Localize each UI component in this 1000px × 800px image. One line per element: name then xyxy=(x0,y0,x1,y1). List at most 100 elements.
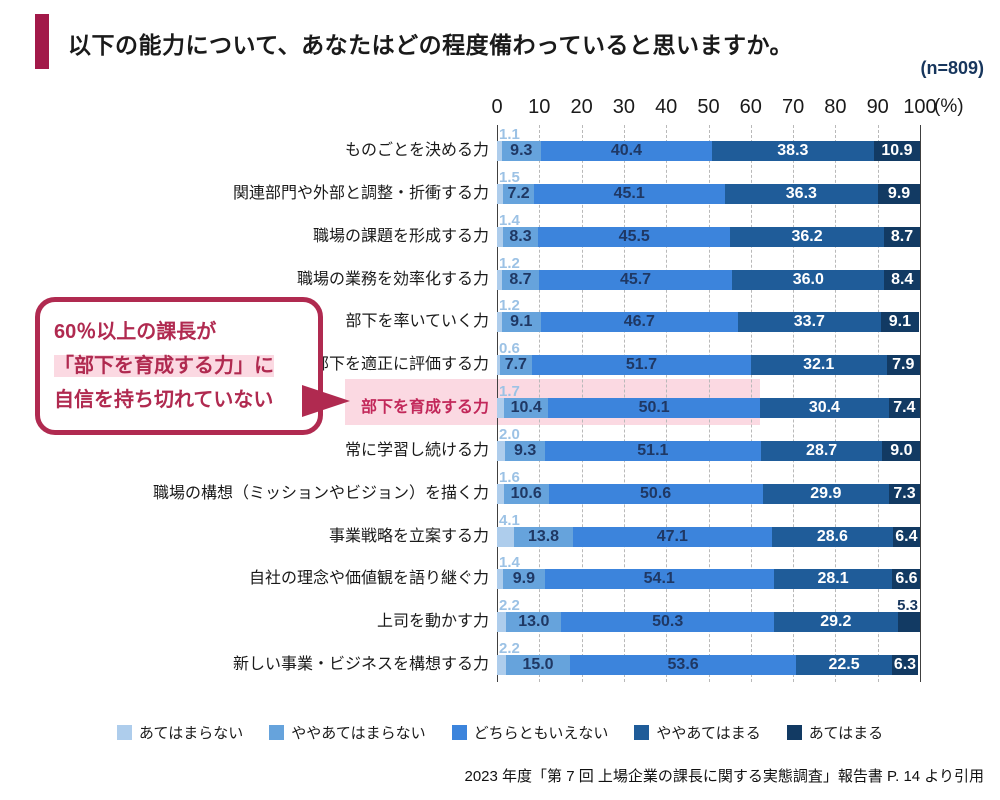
bar-segment xyxy=(497,355,500,376)
segment-value-label: 45.1 xyxy=(613,184,645,202)
segment-value-label: 8.4 xyxy=(891,270,914,288)
bar-segment: 46.7 xyxy=(540,312,739,333)
stacked-bar-row: 8.3 45.5 36.2 8.7 xyxy=(497,226,921,247)
chart-legend: あてはまらない ややあてはまらない どちらともいえない ややあてはまる あてはまる xyxy=(0,722,1000,743)
callout-box: 60％以上の課長が 「部下を育成する力」に 自信を持ち切れていない xyxy=(35,297,323,435)
bar-segment: 36.3 xyxy=(724,183,879,204)
segment-value-label: 9.0 xyxy=(890,441,913,459)
segment-value-label: 13.0 xyxy=(518,613,550,631)
callout-line-3: 自信を持ち切れていない xyxy=(54,389,274,411)
bar-segment: 7.9 xyxy=(886,355,920,376)
bar-segment: 51.7 xyxy=(532,355,751,376)
bar-segment: 51.1 xyxy=(544,440,761,461)
bar-segment: 9.3 xyxy=(505,440,545,461)
segment-value-label: 51.7 xyxy=(625,356,657,374)
bar-segment: 9.9 xyxy=(502,569,545,590)
segment-value-label: 7.9 xyxy=(892,356,915,374)
segment-value-label: 10.6 xyxy=(510,484,542,502)
category-label: 関連部門や外部と調整・折衝する力 xyxy=(232,184,489,202)
bar-segment: 50.1 xyxy=(548,398,761,419)
bar-segment xyxy=(497,526,515,547)
stacked-bar-row: 7.2 45.1 36.3 9.9 xyxy=(497,183,920,204)
segment-value-label: 13.8 xyxy=(527,527,560,545)
bar-segment: 8.7 xyxy=(502,269,539,290)
legend-item: どちらともいえない xyxy=(451,722,609,743)
outside-value-label: 0.6 xyxy=(499,340,520,358)
segment-value-label: 7.2 xyxy=(507,184,530,202)
bar-segment: 8.7 xyxy=(883,226,921,247)
axis-tick-label: 20 xyxy=(570,96,593,118)
bar-segment xyxy=(497,569,503,590)
category-label: 部下を適正に評価する力 xyxy=(312,356,489,374)
segment-value-label: 40.4 xyxy=(610,142,642,159)
stacked-bar-row: 15.0 53.6 22.5 6.3 xyxy=(497,655,920,676)
bar-segment: 45.5 xyxy=(538,226,731,247)
axis-tick-label: 90 xyxy=(866,96,889,118)
segment-value-label: 7.7 xyxy=(504,356,527,374)
stacked-bar-row: 9.3 40.4 38.3 10.9 xyxy=(497,141,920,161)
outside-value-label: 1.2 xyxy=(499,297,520,315)
stacked-bar-row: 10.6 50.6 29.9 7.3 xyxy=(497,483,920,504)
bar-segment: 32.1 xyxy=(750,355,887,376)
legend-label: どちらともいえない xyxy=(473,725,609,742)
segment-value-label: 6.3 xyxy=(893,656,917,674)
bar-segment: 47.1 xyxy=(572,526,772,547)
stacked-bar-row: 8.7 45.7 36.0 8.4 xyxy=(497,269,920,290)
outside-value-label: 4.1 xyxy=(499,511,520,529)
outside-value-label: 5.3 xyxy=(897,597,918,615)
bar-segment: 53.6 xyxy=(569,655,797,676)
bar-segment: 29.9 xyxy=(762,483,890,504)
legend-item: あてはまらない xyxy=(116,722,243,743)
bar-segment xyxy=(497,269,503,290)
legend-swatch-icon xyxy=(786,725,802,740)
legend-swatch-icon xyxy=(451,725,467,740)
legend-label: ややあてはまらない xyxy=(291,725,426,742)
legend-item: ややあてはまらない xyxy=(269,722,426,743)
bar-segment: 9.3 xyxy=(501,141,541,161)
segment-value-label: 29.2 xyxy=(820,613,852,631)
bar-segment: 45.1 xyxy=(533,183,725,204)
segment-value-label: 36.0 xyxy=(792,270,824,288)
category-label: 常に学習し続ける力 xyxy=(344,441,489,459)
stacked-bar-row: 10.4 50.1 30.4 7.4 xyxy=(497,398,920,419)
segment-value-label: 36.3 xyxy=(785,184,817,202)
category-label: 部下を育成する力 xyxy=(360,399,489,417)
outside-value-label: 2.0 xyxy=(499,425,520,443)
segment-value-label: 53.6 xyxy=(667,656,699,674)
bar-segment: 6.6 xyxy=(892,569,921,590)
bar-segment: 36.2 xyxy=(730,226,884,247)
bar-segment xyxy=(497,183,504,204)
segment-value-label: 9.9 xyxy=(512,570,535,588)
outside-value-label: 1.2 xyxy=(499,254,520,272)
outside-value-label: 1.5 xyxy=(499,168,520,186)
bar-segment xyxy=(497,440,506,461)
segment-value-label: 10.4 xyxy=(510,399,542,417)
outside-value-label: 1.4 xyxy=(499,211,520,229)
segment-value-label: 15.0 xyxy=(522,656,554,674)
outside-value-label: 1.1 xyxy=(499,126,520,143)
segment-value-label: 32.1 xyxy=(803,356,835,374)
legend-swatch-icon xyxy=(634,725,650,740)
segment-value-label: 47.1 xyxy=(656,527,688,545)
axis-unit-label: (%) xyxy=(934,96,964,117)
bar-segment: 40.4 xyxy=(540,141,712,161)
source-citation: 2023 年度「第 7 回 上場企業の課長に関する実態調査」報告書 P. 14 … xyxy=(464,768,984,785)
outside-value-label: 1.6 xyxy=(499,468,520,486)
bar-segment: 30.4 xyxy=(760,398,889,419)
segment-value-label: 50.1 xyxy=(638,399,670,417)
bar-segment: 28.1 xyxy=(773,569,893,590)
bar-segment: 29.2 xyxy=(774,612,898,633)
segment-value-label: 33.7 xyxy=(793,313,825,331)
axis-tick-label: 40 xyxy=(655,96,678,118)
segment-value-label: 45.7 xyxy=(619,270,652,288)
axis-tick-label: 50 xyxy=(697,96,720,118)
bar-segment: 13.0 xyxy=(506,612,562,633)
title-accent-bar xyxy=(35,14,49,69)
axis-tick-label: 70 xyxy=(781,96,805,118)
segment-value-label: 46.7 xyxy=(623,313,655,331)
bar-segment: 28.7 xyxy=(760,440,883,461)
stacked-bar-row: 13.8 47.1 28.6 6.4 xyxy=(497,526,920,547)
callout-line-1: 60％以上の課長が xyxy=(54,321,217,343)
segment-value-label: 28.1 xyxy=(817,570,849,588)
